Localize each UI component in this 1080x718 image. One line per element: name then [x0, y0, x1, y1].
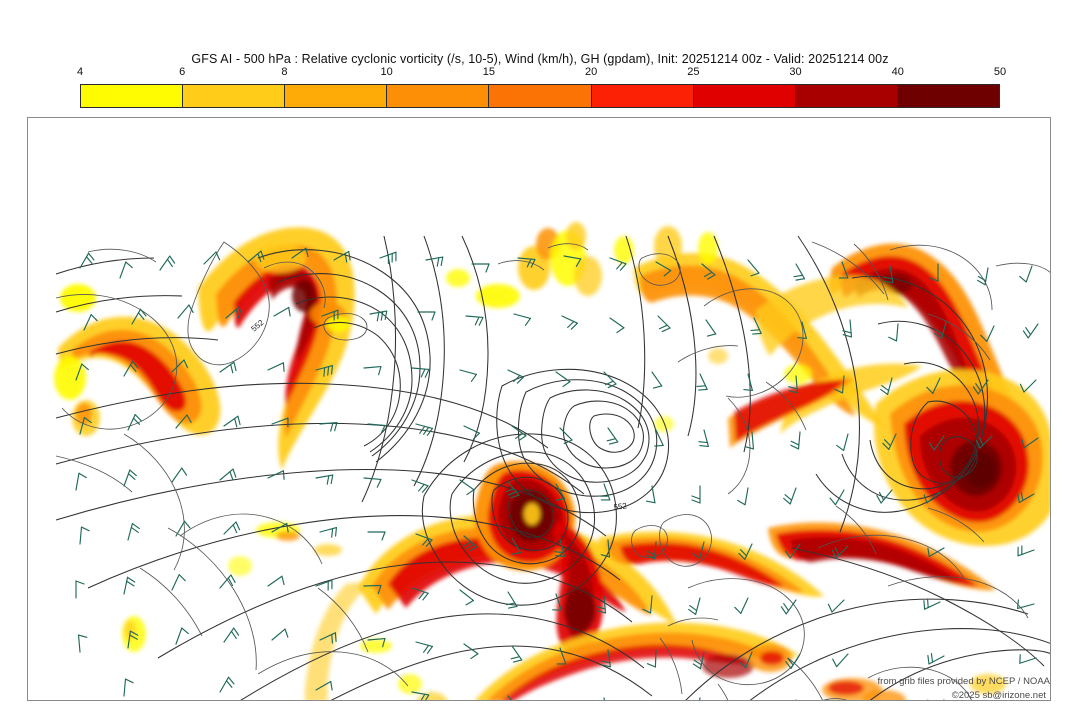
colorbar-tick-labels: 4 6 8 10 15 20 25 30 40 50 [76, 66, 1006, 80]
colorbar-segment-3 [387, 85, 490, 107]
colorbar-tick-50: 50 [993, 66, 1007, 78]
colorbar-segment-1 [183, 85, 286, 107]
contour-label-552: 552 [613, 501, 628, 512]
credit-source: from grib files provided by NCEP / NOAA [877, 676, 1050, 687]
colorbar-tick-40: 40 [891, 66, 904, 78]
colorbar-tick-25: 25 [687, 66, 700, 78]
colorbar-tick-20: 20 [584, 66, 598, 78]
colorbar-segments [80, 84, 1000, 108]
coastlines [55, 241, 1050, 700]
colorbar-segment-7 [795, 85, 898, 107]
wind-barbs [75, 247, 1039, 700]
colorbar-segment-8 [897, 85, 999, 107]
colorbar-segment-2 [285, 85, 388, 107]
colorbar-tick-15: 15 [482, 66, 495, 78]
colorbar-segment-6 [693, 85, 796, 107]
map-canvas: 552 552 [28, 118, 1050, 700]
colorbar [80, 84, 1000, 108]
colorbar-tick-4: 4 [76, 66, 84, 78]
colorbar-tick-6: 6 [179, 66, 186, 78]
colorbar-segment-0 [81, 85, 184, 107]
colorbar-segment-4 [489, 85, 592, 107]
credit-copyright: ©2025 sb@irizone.net [951, 690, 1046, 701]
map-plot-area[interactable]: 552 552 [27, 117, 1051, 701]
page-title: GFS AI - 500 hPa : Relative cyclonic vor… [191, 52, 889, 66]
colorbar-tick-10: 10 [380, 66, 393, 78]
colorbar-tick-30: 30 [789, 66, 802, 78]
colorbar-tick-8: 8 [281, 66, 288, 78]
vorticity-field [54, 222, 1050, 700]
colorbar-segment-5 [591, 85, 694, 107]
